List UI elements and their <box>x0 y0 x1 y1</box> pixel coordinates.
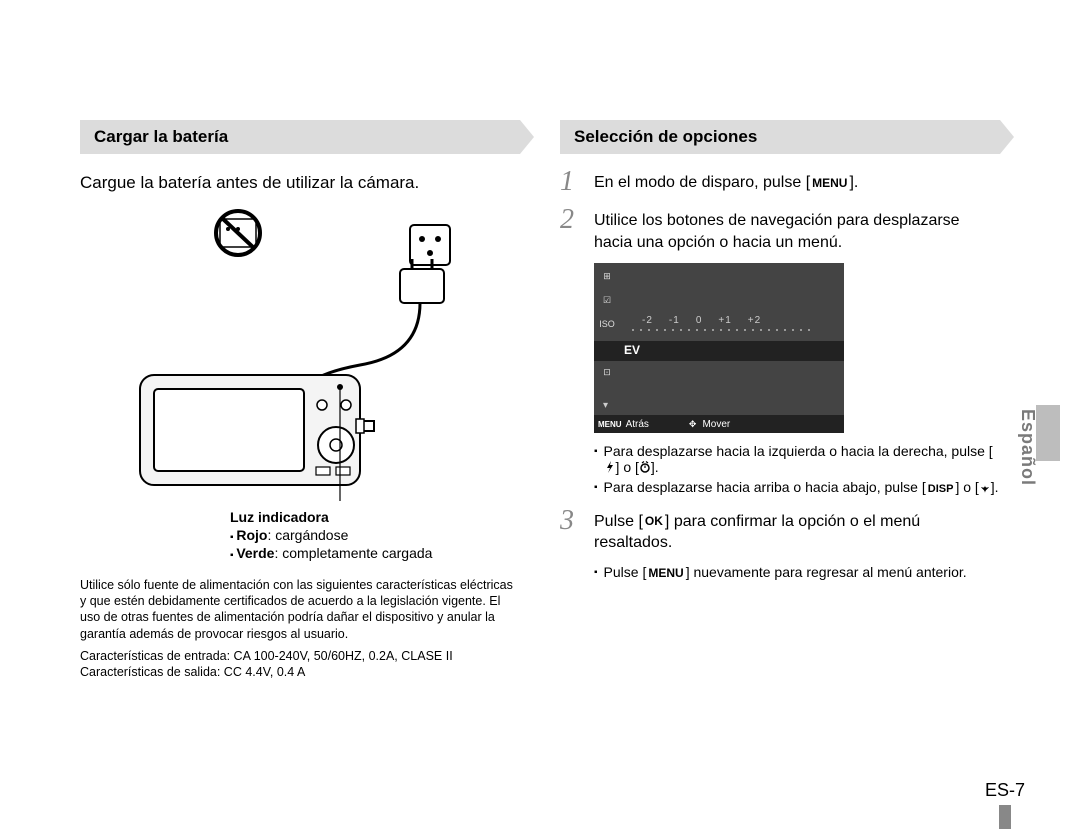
scale-m2: -2 <box>642 315 653 326</box>
language-tab: Español <box>1036 405 1070 525</box>
sb-ud-post: ]. <box>991 479 999 495</box>
fine-print-3: Características de salida: CC 4.4V, 0.4 … <box>80 664 520 680</box>
indicator-label: Luz indicadora <box>230 509 520 525</box>
left-section-header: Cargar la batería <box>80 120 520 154</box>
indicator-red-color: Rojo <box>236 527 267 543</box>
timer-icon <box>639 460 651 476</box>
step-3: 3 Pulse [OK] para confirmar la opción o … <box>560 507 1000 554</box>
macro-icon <box>979 481 991 497</box>
right-header-label: Selección de opciones <box>574 127 757 146</box>
sub-bullet-return: Pulse [MENU] nuevamente para regresar al… <box>594 564 1000 580</box>
sb-lr-pre: Para desplazarse hacia la izquierda o ha… <box>604 443 993 459</box>
camera-screen-sim: ⊞ ☑ ISO ☐ ⊡ -2-10+1+2 EV ▾ MENU Atrás ✥ <box>594 263 844 433</box>
sb-lr-mid: ] o [ <box>616 459 639 475</box>
sb-ret-pre: Pulse [ <box>604 564 647 580</box>
left-intro: Cargue la batería antes de utilizar la c… <box>80 172 520 195</box>
indicator-red: Rojo: cargándose <box>230 527 520 543</box>
step-2-text: Utilice los botones de navegación para d… <box>594 206 1000 253</box>
sub-bullet-ud: Para desplazarse hacia arriba o hacia ab… <box>594 479 1000 496</box>
language-tab-label: Español <box>1017 409 1038 529</box>
flash-icon <box>604 460 616 476</box>
screen-move-label: Mover <box>702 419 730 430</box>
scale-p1: +1 <box>718 315 731 326</box>
step-1-num: 1 <box>560 168 594 196</box>
charging-figure <box>80 205 520 505</box>
sb-ud-pre: Para desplazarse hacia arriba o hacia ab… <box>604 479 926 495</box>
ev-scale-line <box>632 329 812 331</box>
indicator-red-meaning: : cargándose <box>267 527 348 543</box>
screen-icon-2: ☑ <box>598 293 616 307</box>
scale-0: 0 <box>696 315 703 326</box>
ok-button-label: OK <box>643 513 665 529</box>
screen-icon-1: ⊞ <box>598 269 616 283</box>
menu-button-label: MENU <box>810 175 849 191</box>
camera-charging-illustration <box>100 205 500 505</box>
right-section-header: Selección de opciones <box>560 120 1000 154</box>
menu-button-label-2: MENU <box>646 566 685 580</box>
fine-print-2: Características de entrada: CA 100-240V,… <box>80 648 520 664</box>
step-1: 1 En el modo de disparo, pulse [MENU]. <box>560 168 1000 196</box>
step-1-pre: En el modo de disparo, pulse [ <box>594 174 810 191</box>
scroll-down-icon: ▾ <box>603 400 608 411</box>
step-3-num: 3 <box>560 507 594 554</box>
sb-ud-mid: ] o [ <box>955 479 978 495</box>
page-number: ES-7 <box>985 780 1025 800</box>
step-2-num: 2 <box>560 206 594 253</box>
indicator-green-meaning: : completamente cargada <box>274 545 432 561</box>
step-3-pre: Pulse [ <box>594 513 643 530</box>
sub-bullet-lr: Para desplazarse hacia la izquierda o ha… <box>594 443 1000 476</box>
scale-m1: -1 <box>669 315 680 326</box>
nav-icon: ✥ <box>689 419 697 430</box>
fine-print-1: Utilice sólo fuente de alimentación con … <box>80 577 520 642</box>
step-1-post: ]. <box>849 174 858 191</box>
left-header-label: Cargar la batería <box>94 127 228 146</box>
ev-label: EV <box>624 343 640 357</box>
page-number-block: ES-7 <box>985 780 1025 829</box>
sb-lr-post: ]. <box>651 459 659 475</box>
screen-menu-label: MENU <box>598 420 622 429</box>
scale-p2: +2 <box>748 315 761 326</box>
indicator-green: Verde: completamente cargada <box>230 545 520 561</box>
disp-button-label: DISP <box>926 483 956 495</box>
step-2: 2 Utilice los botones de navegación para… <box>560 206 1000 253</box>
sb-ret-post: ] nuevamente para regresar al menú anter… <box>686 564 967 580</box>
page-number-mark <box>999 805 1011 829</box>
screen-back-label: Atrás <box>626 419 649 430</box>
indicator-green-color: Verde <box>236 545 274 561</box>
screen-icon-5: ⊡ <box>598 365 616 379</box>
ev-scale: -2 -1 0 +1 +2 <box>634 315 769 326</box>
screen-icon-3: ISO <box>598 317 616 331</box>
